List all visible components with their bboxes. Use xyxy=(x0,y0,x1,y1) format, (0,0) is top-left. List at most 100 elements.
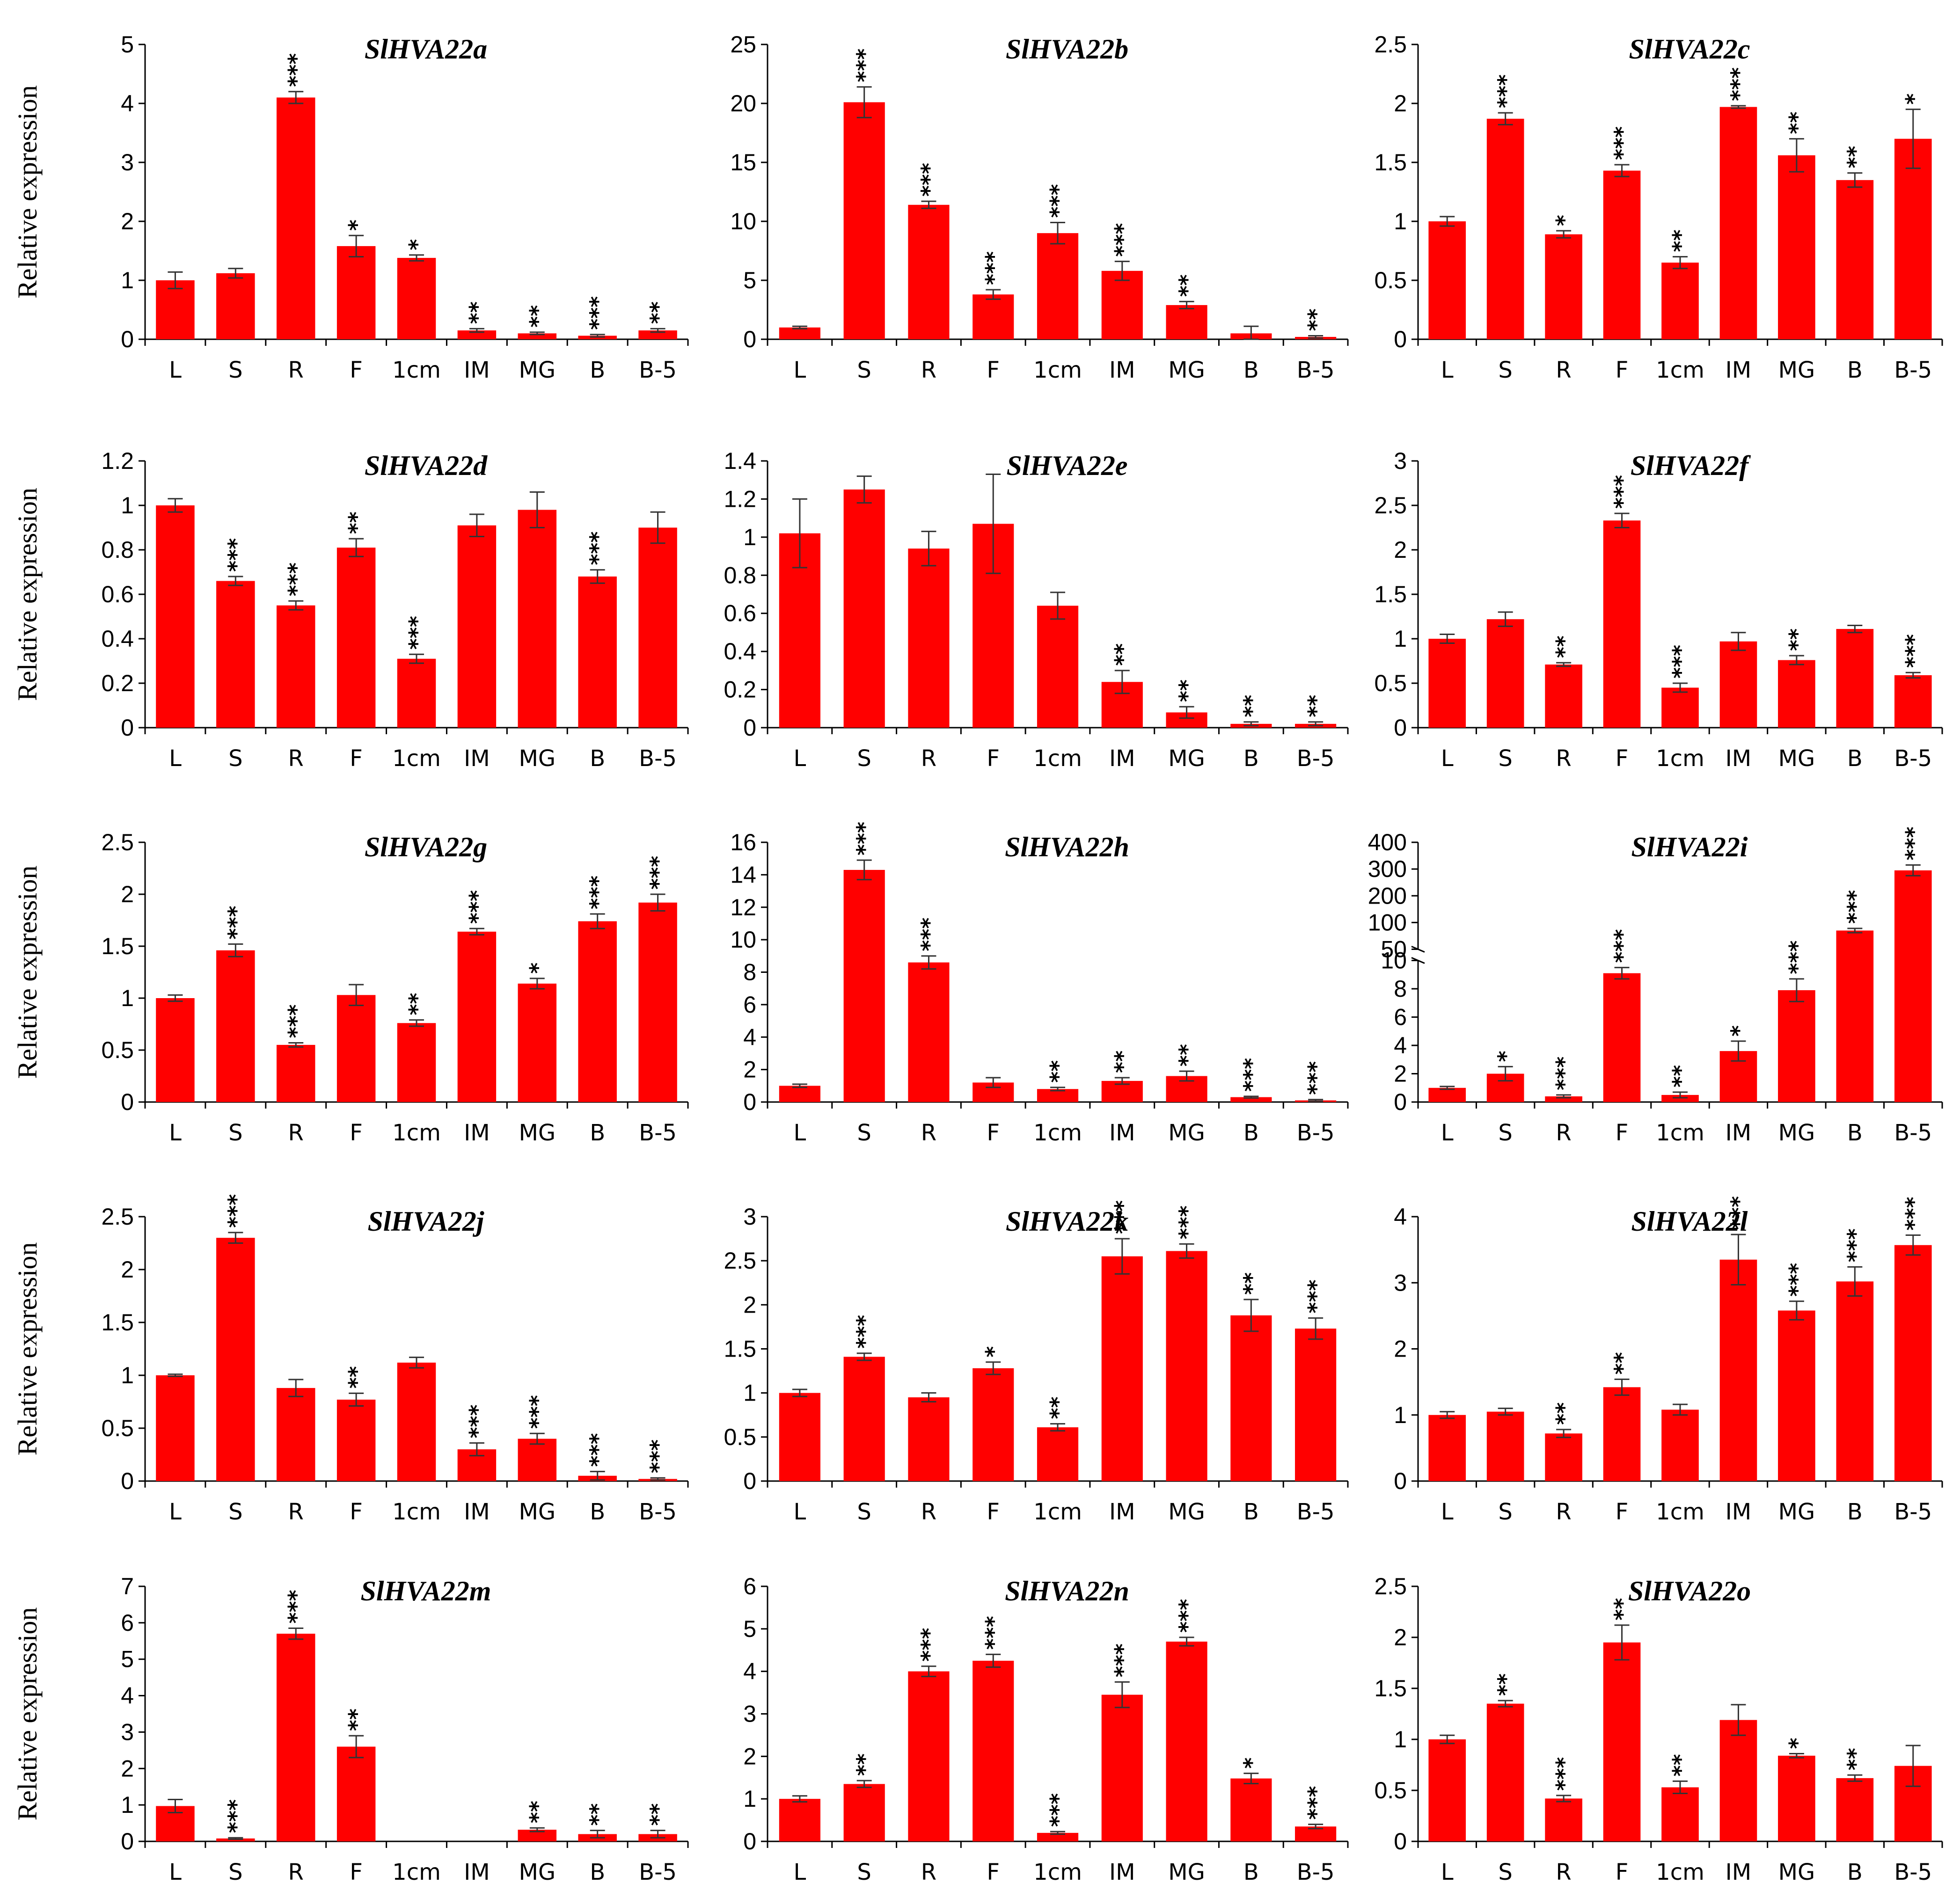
panel-title: SlHVA22o xyxy=(1628,1576,1751,1606)
x-tick-label: IM xyxy=(464,357,490,383)
bar-s xyxy=(1486,619,1524,728)
x-tick-label: B-5 xyxy=(1894,357,1932,383)
bar-b-5 xyxy=(1894,139,1932,339)
significance-label: ** xyxy=(1784,111,1810,134)
bar-mg xyxy=(1778,1755,1815,1841)
y-axis-label: Relative expression xyxy=(12,85,43,299)
significance-label: ** xyxy=(525,1801,550,1823)
y-tick-label: 0 xyxy=(121,326,134,352)
y-tick-label: 0.4 xyxy=(724,638,756,664)
y-axis-label: Relative expression xyxy=(12,1242,43,1456)
bar-1cm xyxy=(1037,1832,1079,1841)
x-tick-label: IM xyxy=(1726,357,1752,383)
x-tick-label: MG xyxy=(519,745,556,772)
bar-1cm xyxy=(1037,1427,1079,1481)
significance-label: *** xyxy=(1726,1196,1751,1230)
x-tick-label: MG xyxy=(1778,357,1815,383)
panel-slhva22e: SlHVA22e 0 0.2 0.4 0.6 0.8 1 1.2 1.4 L S R F 1cm ** IM *… xyxy=(724,448,1349,772)
x-tick-label: F xyxy=(1616,1120,1629,1146)
significance-label: * xyxy=(1784,1737,1810,1749)
x-tick-label: R xyxy=(921,1859,936,1885)
y-tick-label: 3 xyxy=(1394,448,1407,474)
significance-label: *** xyxy=(1843,1228,1868,1262)
bar-im xyxy=(457,931,497,1102)
y-tick-label: 4 xyxy=(743,1658,756,1685)
significance-label: ** xyxy=(1610,1598,1635,1621)
bar-1cm xyxy=(1661,687,1699,728)
x-tick-label: B xyxy=(590,745,605,772)
y-tick-label: 14 xyxy=(730,861,756,888)
panel-slhva22k: SlHVA22k 0 0.5 1 1.5 2 2.5 3 L *** S R * F ** 1cm *** IM *… xyxy=(724,1200,1349,1525)
y-tick-label: 1 xyxy=(1394,626,1407,652)
significance-label: *** xyxy=(284,562,309,596)
x-tick-label: 1cm xyxy=(1656,357,1704,383)
x-tick-label: L xyxy=(1441,1120,1454,1146)
significance-label: *** xyxy=(1493,74,1519,108)
bar-b xyxy=(1836,1778,1874,1841)
significance-label: * xyxy=(1726,1025,1751,1037)
panel-slhva22n: SlHVA22n0123456L**S***R***F***1cm***IM**… xyxy=(743,1573,1349,1885)
y-tick-label: 1.2 xyxy=(724,486,756,512)
bar-r xyxy=(276,97,315,339)
y-tick-label: 6 xyxy=(743,1573,756,1599)
y-tick-label: 6 xyxy=(743,992,756,1018)
y-tick-label: 1 xyxy=(1394,208,1407,234)
bar-l xyxy=(779,327,820,339)
significance-label: ** xyxy=(1303,308,1329,331)
bar-1cm xyxy=(1661,1787,1699,1841)
x-tick-label: 1cm xyxy=(1656,745,1704,772)
y-tick-label: 5 xyxy=(743,267,756,293)
y-tick-label: 1 xyxy=(121,1792,134,1818)
y-tick-label: 1 xyxy=(1394,1726,1407,1752)
y-tick-label: 25 xyxy=(730,31,756,58)
bar-s xyxy=(843,489,885,728)
x-tick-label: S xyxy=(857,1859,871,1885)
y-tick-label: 1.5 xyxy=(101,933,134,959)
significance-label: ** xyxy=(1784,628,1810,651)
y-tick-label: 0 xyxy=(1394,1828,1407,1854)
significance-label: ** xyxy=(1175,679,1200,702)
bar-b-5 xyxy=(638,330,677,339)
x-tick-label: 1cm xyxy=(1656,1120,1704,1146)
x-tick-label: B xyxy=(1243,357,1259,383)
x-tick-label: MG xyxy=(519,1499,556,1525)
y-tick-label: 3 xyxy=(1394,1270,1407,1296)
significance-label: *** xyxy=(465,1404,490,1438)
bar-r xyxy=(908,548,950,728)
bar-r xyxy=(276,1634,315,1841)
y-tick-label: 0.5 xyxy=(1374,670,1407,696)
bar-1cm xyxy=(1661,1095,1699,1102)
bar-im xyxy=(1719,641,1757,728)
y-tick-label: 0 xyxy=(1394,715,1407,741)
panel-title: SlHVA22d xyxy=(365,450,488,481)
panel-title: SlHVA22f xyxy=(1631,450,1751,481)
x-tick-label: IM xyxy=(1109,1120,1135,1146)
y-axis-label: Relative expression xyxy=(12,1607,43,1821)
x-tick-label: IM xyxy=(464,1859,490,1885)
significance-label: *** xyxy=(852,822,878,855)
bar-l xyxy=(1428,1739,1466,1841)
significance-label: ** xyxy=(1046,1060,1071,1083)
y-tick-label: 1.2 xyxy=(101,448,134,474)
significance-label: ** xyxy=(404,993,430,1015)
y-tick-label: 6 xyxy=(121,1610,134,1636)
bar-s xyxy=(1486,1703,1524,1841)
significance-label: *** xyxy=(1239,1058,1264,1092)
significance-label: ** xyxy=(1175,274,1200,297)
y-tick-label: 8 xyxy=(1394,976,1407,1002)
x-tick-label: B xyxy=(1847,1120,1863,1146)
significance-label: *** xyxy=(1784,941,1810,974)
bar-r xyxy=(908,1397,950,1481)
y-tick-label: 0 xyxy=(743,715,756,741)
significance-label: *** xyxy=(1551,1057,1577,1090)
x-tick-label: B-5 xyxy=(1894,1120,1932,1146)
x-tick-label: R xyxy=(288,1499,304,1525)
bar-s xyxy=(216,581,255,728)
bar-b xyxy=(1230,1315,1272,1481)
bar-mg xyxy=(1166,1251,1207,1481)
panel-slhva22l: SlHVA22l 0 1 2 3 4 L S ** R ** F 1cm *** IM *** MG *** B **… xyxy=(1394,1196,1943,1525)
panel-slhva22b: SlHVA22b0510152025L***S***R***F***1cm***… xyxy=(730,31,1349,383)
y-tick-label: 10 xyxy=(730,927,756,953)
y-tick-label: 1 xyxy=(121,492,134,518)
x-tick-label: MG xyxy=(1168,1499,1205,1525)
